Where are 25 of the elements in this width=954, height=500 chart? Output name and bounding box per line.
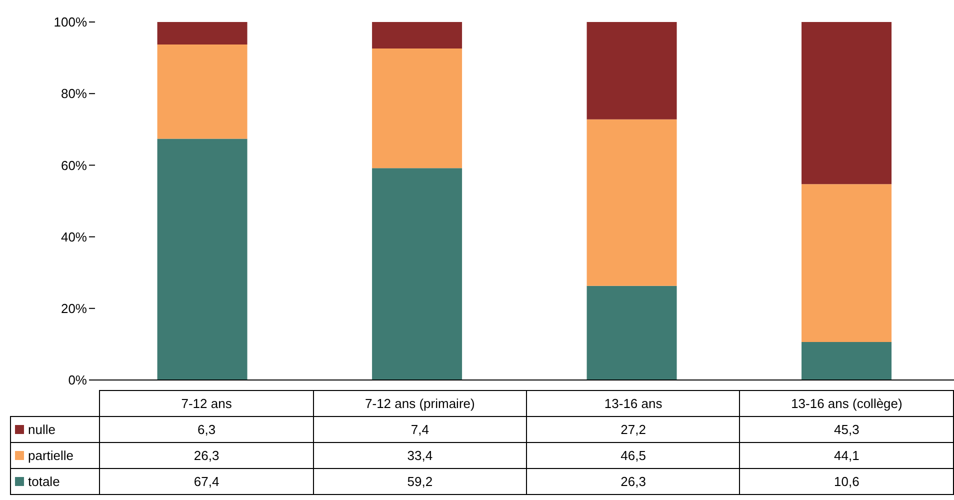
x-tick-label: 13-16 ans bbox=[526, 390, 740, 416]
data-label: 46,5 bbox=[526, 442, 740, 468]
legend-label: totale bbox=[10, 468, 100, 494]
legend-label: partielle bbox=[10, 442, 100, 468]
x-tick-label: 7-12 ans (primaire) bbox=[313, 390, 527, 416]
y-tick-label: 40% bbox=[60, 229, 88, 244]
x-tick-label: 7-12 ans bbox=[100, 390, 314, 416]
y-tick-label: 0% bbox=[68, 372, 88, 388]
x-tick-label: 13-16 ans (collège) bbox=[740, 390, 954, 416]
data-label: 45,3 bbox=[740, 416, 954, 442]
legend-label: nulle bbox=[10, 416, 100, 442]
data-label: 67,4 bbox=[100, 468, 314, 494]
data-label: 33,4 bbox=[313, 442, 527, 468]
data-label: 26,3 bbox=[100, 442, 314, 468]
data-label: 44,1 bbox=[740, 442, 954, 468]
y-tick-label: 100% bbox=[54, 14, 88, 30]
data-label: 6,3 bbox=[100, 416, 314, 442]
data-label: 7,4 bbox=[313, 416, 527, 442]
y-tick-label: 80% bbox=[60, 86, 88, 102]
data-label: 27,2 bbox=[526, 416, 740, 442]
data-label: 26,3 bbox=[526, 468, 740, 494]
data-label: 59,2 bbox=[313, 468, 527, 494]
data-label: 10,6 bbox=[740, 468, 954, 494]
y-tick-label: 20% bbox=[60, 301, 88, 316]
y-tick-label: 60% bbox=[60, 158, 88, 173]
